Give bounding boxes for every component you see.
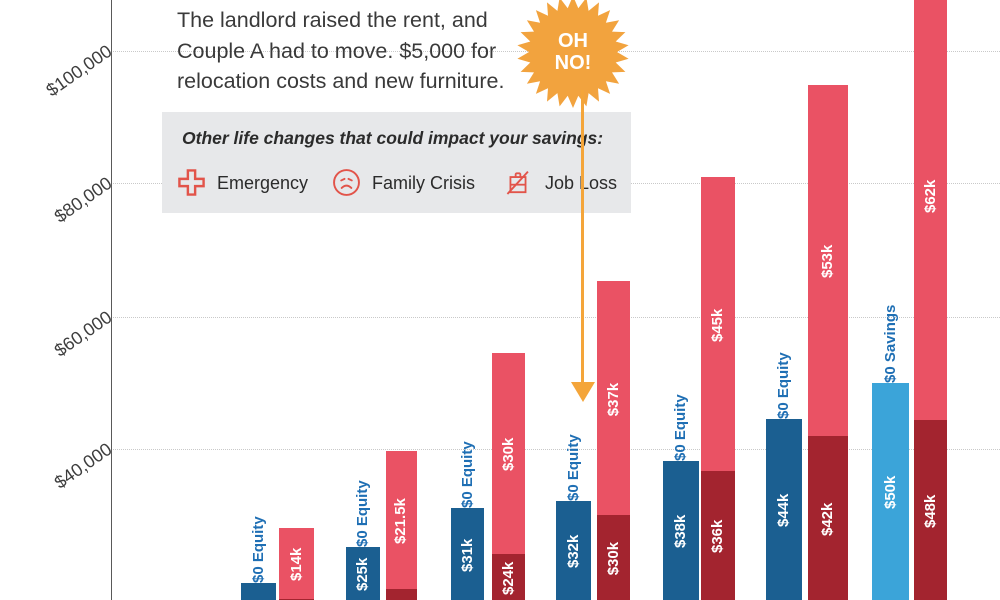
svg-text:OH: OH	[558, 30, 588, 52]
svg-text:NO!: NO!	[555, 52, 592, 74]
